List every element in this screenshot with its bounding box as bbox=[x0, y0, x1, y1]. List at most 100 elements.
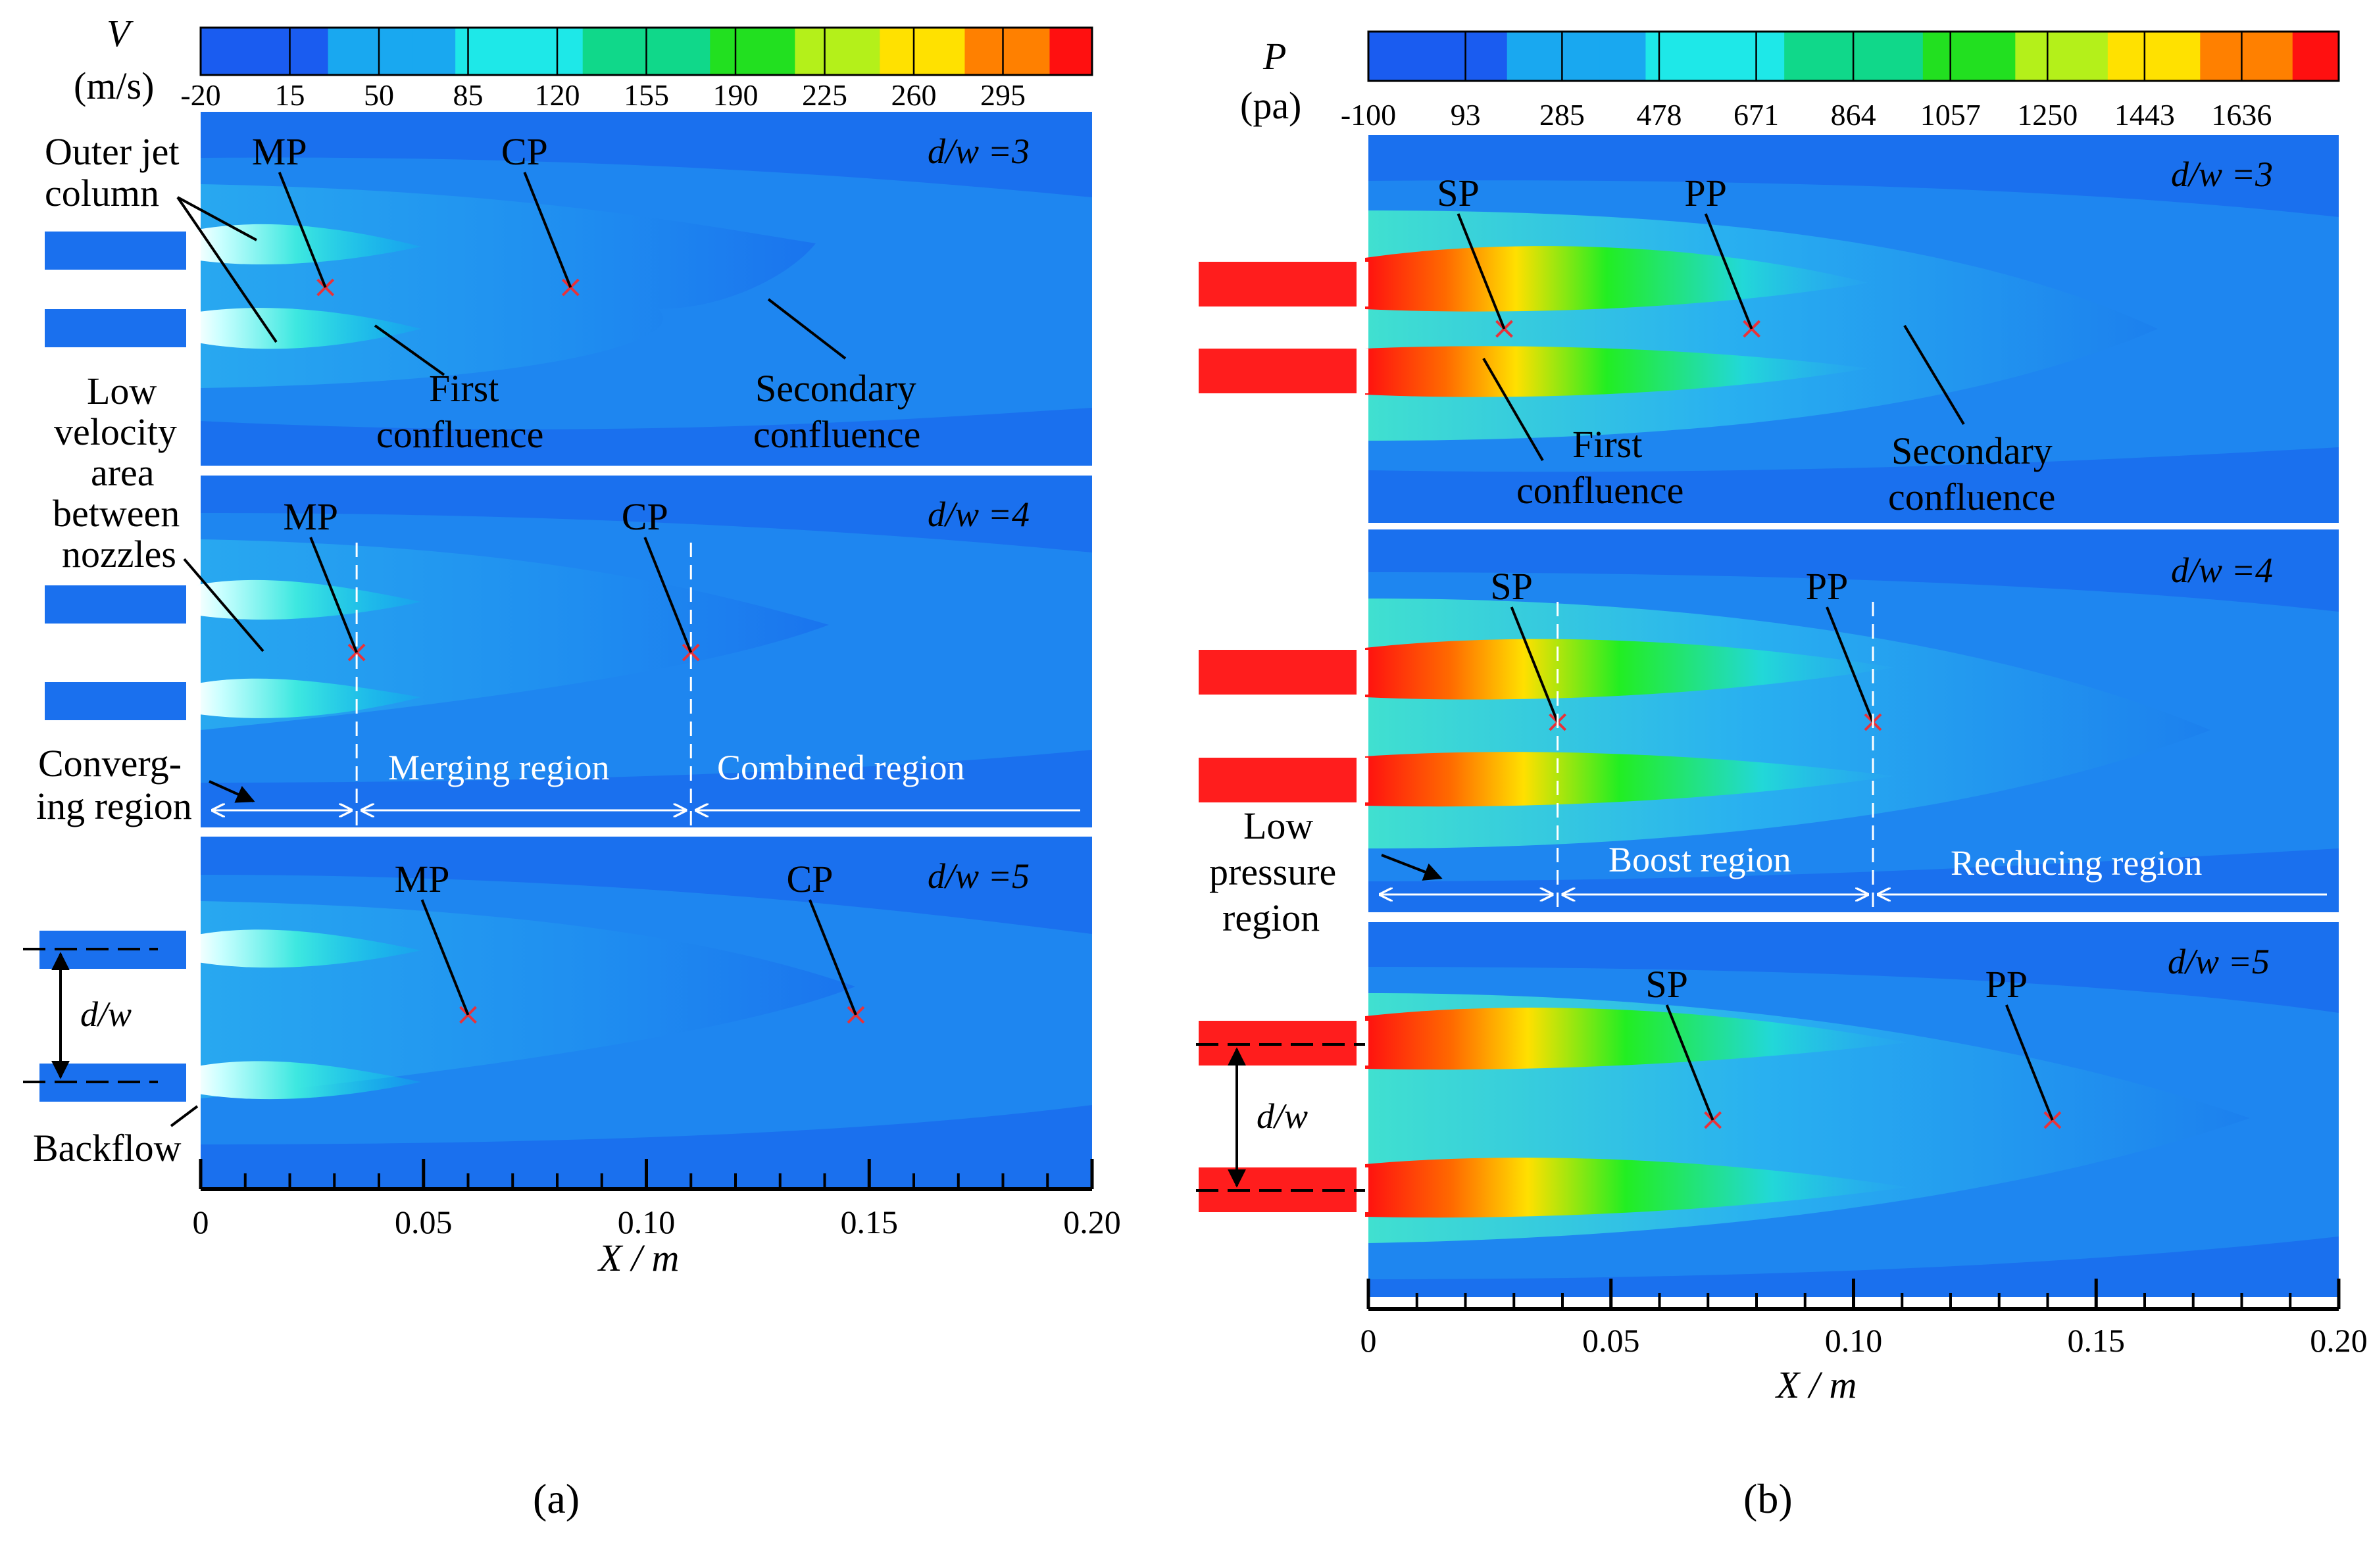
leader-outer-jet bbox=[176, 196, 278, 343]
colorbar-tick-label: 260 bbox=[891, 78, 937, 112]
nozzle-tip bbox=[186, 232, 201, 270]
markers-b: SP PP SP PP SP PP bbox=[1437, 172, 2062, 1129]
colorbar-tick-label: 295 bbox=[980, 78, 1026, 112]
nozzle-tip bbox=[186, 585, 201, 624]
row-b-dw3 bbox=[1199, 135, 2339, 523]
marker-leader bbox=[1665, 1004, 1714, 1121]
row-b-dw5 bbox=[1199, 922, 2339, 1297]
colorbar-tick-label: 1250 bbox=[2017, 98, 2078, 132]
colorbar-b-unit: (pa) bbox=[1240, 84, 1301, 127]
ann-outer-jet-2: column bbox=[45, 172, 159, 214]
colorbar-b bbox=[1367, 30, 2340, 82]
colorbar-tick-label: 190 bbox=[713, 78, 759, 112]
marker-leader bbox=[1510, 606, 1559, 723]
nozzle-tip bbox=[1357, 349, 1368, 393]
colorbar-cell bbox=[2246, 32, 2293, 81]
colorbar-cell bbox=[1049, 28, 1093, 75]
nozzle bbox=[45, 682, 186, 720]
row-label-b2: d/w =4 bbox=[2171, 551, 2273, 590]
marker-label-cp: CP bbox=[501, 130, 548, 173]
region-arrows-a bbox=[212, 543, 1080, 825]
colorbar-cell bbox=[497, 28, 541, 75]
marker-label-mp: MP bbox=[283, 495, 338, 538]
colorbar-a-unit: (m/s) bbox=[74, 64, 154, 107]
ann-low-velocity-2: velocity bbox=[54, 410, 177, 453]
axis-tick-label: 0.20 bbox=[1063, 1204, 1121, 1240]
colorbar-cell bbox=[1507, 32, 1554, 81]
colorbar-cell bbox=[880, 28, 923, 75]
colorbar-cell bbox=[455, 28, 499, 75]
ann-low-pressure-3: region bbox=[1222, 896, 1320, 939]
colorbar-tick-label: 85 bbox=[453, 78, 484, 112]
nozzle-tip bbox=[1357, 262, 1368, 306]
nozzle-tip bbox=[1357, 758, 1368, 802]
marker-leader bbox=[643, 537, 693, 653]
colorbar-cell bbox=[286, 28, 329, 75]
nozzle bbox=[1199, 650, 1357, 695]
axis-tick-label: 0.05 bbox=[1582, 1322, 1640, 1359]
nozzle bbox=[45, 232, 186, 270]
jet-core bbox=[194, 1061, 421, 1100]
colorbar-cell bbox=[201, 28, 244, 75]
colorbar-cell bbox=[964, 28, 1008, 75]
colorbar-cell bbox=[412, 28, 456, 75]
colorbar-cell bbox=[1599, 32, 1647, 81]
row-b-dw4 bbox=[1199, 529, 2339, 912]
colorbar-cell bbox=[1691, 32, 1739, 81]
jet-core bbox=[194, 929, 421, 968]
colorbar-cell bbox=[1645, 32, 1693, 81]
x-axis-a: 0 0.05 0.10 0.15 0.20 bbox=[193, 1159, 1121, 1240]
marker-leader bbox=[523, 172, 572, 288]
row-a-dw5 bbox=[39, 837, 1092, 1188]
panel-b: P (pa) -100 93 285 478 671 864 1057 1250 1443 163… bbox=[1196, 30, 2368, 1522]
leader-converging bbox=[209, 780, 255, 803]
ann-low-velocity-3: area bbox=[91, 451, 155, 494]
nozzle bbox=[1199, 349, 1357, 393]
jet-core bbox=[1365, 346, 1868, 397]
marker-label-pp: PP bbox=[1684, 172, 1727, 214]
colorbar-cell bbox=[582, 28, 626, 75]
colorbar-cell bbox=[1553, 32, 1600, 81]
leader-low-pressure bbox=[1381, 854, 1443, 881]
leader-backflow bbox=[170, 1105, 199, 1127]
nozzle-tip bbox=[186, 682, 201, 720]
colorbar-a-symbol: V bbox=[107, 12, 134, 55]
marker-leader bbox=[1704, 213, 1753, 330]
ann-outer-jet-1: Outer jet bbox=[45, 130, 180, 173]
row-label-b3: d/w =5 bbox=[2168, 942, 2270, 981]
row-label-a1: d/w =3 bbox=[928, 132, 1030, 171]
colorbar-tick-label: 1057 bbox=[1920, 98, 1981, 132]
marker-label-sp: SP bbox=[1645, 963, 1688, 1006]
ann-dw-a: d/w bbox=[80, 994, 132, 1034]
ann-secondary-confluence-1: Secondary bbox=[755, 367, 916, 410]
marker-leader bbox=[809, 899, 857, 1016]
colorbar-tick-label: 93 bbox=[1451, 98, 1481, 132]
row-a-dw4 bbox=[45, 476, 1092, 827]
ann-boost: Boost region bbox=[1608, 840, 1791, 879]
nozzle bbox=[45, 585, 186, 624]
marker-label-mp: MP bbox=[252, 130, 307, 173]
colorbar-tick-label: -100 bbox=[1341, 98, 1396, 132]
colorbar-cell bbox=[1922, 32, 1970, 81]
nozzle-tip bbox=[186, 1064, 201, 1102]
axis-tick-label: 0.10 bbox=[1825, 1322, 1883, 1359]
axis-tick-label: 0.15 bbox=[2068, 1322, 2126, 1359]
colorbar-tick-label: 1636 bbox=[2211, 98, 2272, 132]
marker-leader bbox=[420, 899, 470, 1016]
colorbar-cell bbox=[1969, 32, 2016, 81]
axis-tick-label: 0.05 bbox=[395, 1204, 453, 1240]
colorbar-cell bbox=[1784, 32, 1832, 81]
colorbar-cell bbox=[2292, 32, 2339, 81]
colorbar-cell bbox=[795, 28, 838, 75]
ann-first-confluence-b-2: confluence bbox=[1516, 469, 1683, 512]
ann-backflow: Backflow bbox=[33, 1127, 182, 1169]
caption-a: (a) bbox=[533, 1475, 580, 1522]
colorbar-cell bbox=[710, 28, 753, 75]
x-axis-b: 0 0.05 0.10 0.15 0.20 bbox=[1360, 1279, 2368, 1359]
marker-label-pp: PP bbox=[1806, 565, 1849, 608]
nozzle bbox=[45, 309, 186, 347]
ann-secondary-confluence-b-1: Secondary bbox=[1891, 429, 2053, 472]
leader-first-confluence-b bbox=[1482, 357, 1544, 462]
colorbar-cell bbox=[1007, 28, 1051, 75]
ann-low-velocity-5: nozzles bbox=[62, 533, 176, 576]
